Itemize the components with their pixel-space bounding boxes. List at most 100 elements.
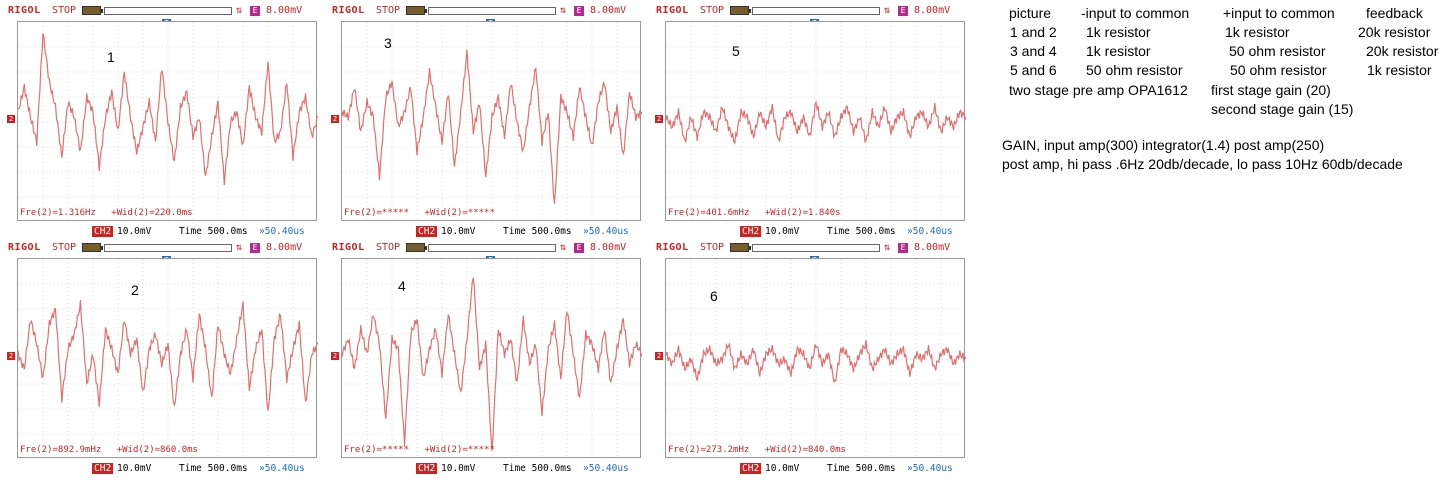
signal-trace bbox=[18, 33, 318, 186]
channel-ground-marker: 2 bbox=[655, 352, 663, 360]
scope-measurements: Fre(2)=1.316Hz +Wid(2)=220.0ms bbox=[20, 208, 203, 218]
frequency-measurement: Fre(2)=***** bbox=[344, 208, 410, 218]
scope-trace-svg bbox=[342, 259, 642, 459]
scope-measurements: Fre(2)=***** +Wid(2)=***** bbox=[344, 445, 505, 455]
trigger-source-icon: E bbox=[574, 6, 584, 16]
channel-ground-marker: 2 bbox=[7, 352, 15, 360]
pulse-width-measurement: +Wid(2)=1.840s bbox=[764, 208, 841, 218]
time-offset: »50.40us bbox=[907, 226, 953, 237]
scope-header: RIGOL STOP ⇅ E 8.00mV bbox=[652, 3, 970, 19]
trigger-source-icon: E bbox=[898, 6, 908, 16]
picture-number-label: 4 bbox=[398, 278, 406, 294]
trigger-level: 8.00mV bbox=[590, 5, 627, 16]
memory-depth-icon bbox=[730, 6, 751, 15]
notes-row1-pos: 1k resistor bbox=[1225, 24, 1290, 40]
scope-header: RIGOL STOP ⇅ E 8.00mV bbox=[328, 240, 646, 256]
trigger-edge-icon: ⇅ bbox=[560, 5, 567, 16]
pulse-width-measurement: +Wid(2)=***** bbox=[424, 445, 495, 455]
trigger-level: 8.00mV bbox=[590, 242, 627, 253]
scope-brand: RIGOL bbox=[332, 242, 365, 253]
scope-brand: RIGOL bbox=[656, 242, 689, 253]
channel-label: CH2 bbox=[740, 463, 762, 474]
scope-trace-svg bbox=[666, 259, 966, 459]
scope-screen-1: RIGOL STOP ⇅ E 8.00mV T 2 Fre(2)=1.316Hz… bbox=[4, 3, 322, 239]
volts-per-div: 10.0mV bbox=[441, 463, 476, 474]
waveform-memory-bar bbox=[104, 244, 232, 252]
trigger-source-icon: E bbox=[250, 243, 260, 253]
scope-brand: RIGOL bbox=[332, 5, 365, 16]
channel-label: CH2 bbox=[92, 226, 114, 237]
trigger-level: 8.00mV bbox=[914, 242, 951, 253]
trigger-level: 8.00mV bbox=[266, 5, 303, 16]
scope-run-state: STOP bbox=[700, 5, 725, 16]
scope-graticule bbox=[17, 21, 318, 222]
notes-panel: picture -input to common +input to commo… bbox=[1000, 0, 1448, 482]
waveform-memory-bar bbox=[428, 244, 556, 252]
notes-row3-neg: 50 ohm resistor bbox=[1086, 62, 1183, 78]
time-per-div: Time 500.0ms bbox=[179, 463, 248, 474]
trigger-edge-icon: ⇅ bbox=[236, 242, 243, 253]
notes-row3-fb: 1k resistor bbox=[1367, 62, 1432, 78]
notes-row1-picture: 1 and 2 bbox=[1010, 24, 1057, 40]
notes-header-feedback: feedback bbox=[1366, 5, 1423, 21]
channel-label: CH2 bbox=[92, 463, 114, 474]
scope-measurements: Fre(2)=401.6mHz +Wid(2)=1.840s bbox=[668, 208, 851, 218]
waveform-memory-bar bbox=[104, 7, 232, 15]
scope-graticule bbox=[341, 21, 642, 222]
trigger-edge-icon: ⇅ bbox=[884, 5, 891, 16]
signal-trace bbox=[666, 339, 966, 384]
scope-run-state: STOP bbox=[52, 242, 77, 253]
scope-trace-svg bbox=[18, 259, 318, 459]
scope-footer: CH2 10.0mV Time 500.0ms »50.40us bbox=[328, 460, 646, 476]
notes-header-neg-input: -input to common bbox=[1081, 5, 1190, 21]
time-offset: »50.40us bbox=[583, 226, 629, 237]
notes-row3-picture: 5 and 6 bbox=[1010, 62, 1057, 78]
time-offset: »50.40us bbox=[907, 463, 953, 474]
volts-per-div: 10.0mV bbox=[765, 226, 800, 237]
notes-stage2: second stage gain (15) bbox=[1211, 101, 1354, 117]
signal-trace bbox=[342, 49, 642, 204]
scope-screen-5: RIGOL STOP ⇅ E 8.00mV T 2 Fre(2)=401.6mH… bbox=[652, 3, 970, 239]
memory-depth-icon bbox=[406, 6, 427, 15]
notes-header-pos-input: +input to common bbox=[1223, 5, 1335, 21]
scope-header: RIGOL STOP ⇅ E 8.00mV bbox=[652, 240, 970, 256]
scope-run-state: STOP bbox=[52, 5, 77, 16]
scope-graticule bbox=[341, 258, 642, 459]
pulse-width-measurement: +Wid(2)=***** bbox=[424, 208, 495, 218]
scope-run-state: STOP bbox=[376, 5, 401, 16]
picture-number-label: 2 bbox=[131, 282, 139, 298]
time-per-div: Time 500.0ms bbox=[827, 463, 896, 474]
signal-trace bbox=[342, 277, 642, 451]
frequency-measurement: Fre(2)=401.6mHz bbox=[668, 208, 750, 218]
volts-per-div: 10.0mV bbox=[117, 226, 152, 237]
volts-per-div: 10.0mV bbox=[441, 226, 476, 237]
picture-number-label: 1 bbox=[107, 49, 115, 65]
scope-brand: RIGOL bbox=[8, 242, 41, 253]
frequency-measurement: Fre(2)=892.9mHz bbox=[20, 445, 102, 455]
trigger-source-icon: E bbox=[898, 243, 908, 253]
scope-screen-6: RIGOL STOP ⇅ E 8.00mV T 2 Fre(2)=273.2mH… bbox=[652, 240, 970, 476]
notes-row2-neg: 1k resistor bbox=[1086, 43, 1151, 59]
scope-header: RIGOL STOP ⇅ E 8.00mV bbox=[4, 3, 322, 19]
time-offset: »50.40us bbox=[259, 226, 305, 237]
volts-per-div: 10.0mV bbox=[117, 463, 152, 474]
notes-header-picture: picture bbox=[1009, 5, 1052, 21]
scope-measurements: Fre(2)=273.2mHz +Wid(2)=840.0ms bbox=[668, 445, 856, 455]
pulse-width-measurement: +Wid(2)=220.0ms bbox=[111, 208, 193, 218]
channel-label: CH2 bbox=[740, 226, 762, 237]
memory-depth-icon bbox=[82, 6, 103, 15]
scope-graticule bbox=[665, 21, 966, 222]
notes-stage1: first stage gain (20) bbox=[1211, 82, 1331, 98]
notes-row1-fb: 20k resistor bbox=[1358, 24, 1431, 40]
memory-depth-icon bbox=[82, 243, 103, 252]
scope-trace-svg bbox=[18, 22, 318, 222]
scope-brand: RIGOL bbox=[656, 5, 689, 16]
waveform-memory-bar bbox=[428, 7, 556, 15]
volts-per-div: 10.0mV bbox=[765, 463, 800, 474]
scope-screen-2: RIGOL STOP ⇅ E 8.00mV T 2 Fre(2)=892.9mH… bbox=[4, 240, 322, 476]
notes-row2-fb: 20k resistor bbox=[1366, 43, 1439, 59]
signal-trace bbox=[666, 99, 966, 145]
trigger-level: 8.00mV bbox=[266, 242, 303, 253]
scope-header: RIGOL STOP ⇅ E 8.00mV bbox=[4, 240, 322, 256]
channel-label: CH2 bbox=[416, 463, 438, 474]
